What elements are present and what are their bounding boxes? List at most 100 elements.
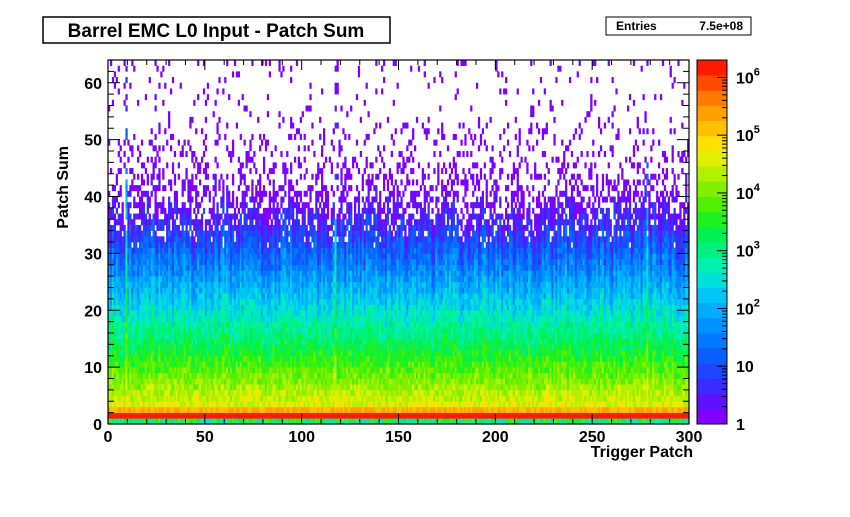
heatmap-cell <box>224 213 227 220</box>
heatmap-cell <box>133 418 136 425</box>
heatmap-cell <box>218 259 221 266</box>
heatmap-cell <box>127 230 130 237</box>
heatmap-cell <box>173 372 177 379</box>
heatmap-cell <box>228 418 231 425</box>
heatmap-cell <box>266 389 270 396</box>
heatmap-cell <box>233 418 237 425</box>
heatmap-cell <box>168 310 171 317</box>
heatmap-cell <box>251 264 254 271</box>
heatmap-cell <box>142 395 146 402</box>
heatmap-cell <box>230 287 233 294</box>
heatmap-cell <box>183 293 186 300</box>
heatmap-cell <box>321 173 324 180</box>
heatmap-cell <box>235 367 239 374</box>
heatmap-cell <box>280 361 283 368</box>
heatmap-cell <box>115 361 118 368</box>
heatmap-cell <box>313 304 316 311</box>
heatmap-cell <box>117 213 120 220</box>
heatmap-cell <box>239 259 242 266</box>
heatmap-cell <box>185 270 188 277</box>
heatmap-cell <box>231 293 235 300</box>
heatmap-cell <box>280 202 283 209</box>
heatmap-cell <box>204 224 208 231</box>
heatmap-cell <box>274 298 277 305</box>
heatmap-cell <box>138 372 142 379</box>
heatmap-cell <box>113 219 117 226</box>
heatmap-cell <box>121 367 124 374</box>
heatmap-cell <box>301 355 304 362</box>
heatmap-cell <box>324 156 328 163</box>
heatmap-cell <box>262 213 266 220</box>
heatmap-cell <box>278 276 281 283</box>
heatmap-cell <box>115 372 118 379</box>
heatmap-cell <box>239 367 242 374</box>
heatmap-cell <box>291 412 295 419</box>
heatmap-cell <box>274 338 277 345</box>
heatmap-cell <box>274 276 277 283</box>
heatmap-cell <box>230 355 233 362</box>
heatmap-cell <box>303 270 306 277</box>
heatmap-cell <box>117 190 120 197</box>
heatmap-cell <box>113 259 117 266</box>
heatmap-cell <box>251 327 254 334</box>
heatmap-cell <box>158 122 161 129</box>
heatmap-cell <box>228 230 231 237</box>
heatmap-cell <box>152 298 155 305</box>
heatmap-cell <box>162 168 165 175</box>
heatmap-cell <box>253 196 256 203</box>
heatmap-cell <box>144 276 148 283</box>
heatmap-cell <box>322 264 326 271</box>
heatmap-cell <box>121 344 124 351</box>
heatmap-cell <box>125 321 128 328</box>
heatmap-cell <box>286 247 289 254</box>
heatmap-cell <box>293 389 297 396</box>
heatmap-cell <box>307 253 310 260</box>
heatmap-cell <box>181 270 184 277</box>
heatmap-cell <box>220 287 223 294</box>
heatmap-cell <box>173 207 177 214</box>
heatmap-cell <box>162 333 165 339</box>
heatmap-cell <box>253 315 256 322</box>
heatmap-cell <box>233 247 237 254</box>
heatmap-cell <box>121 293 124 300</box>
heatmap-cell <box>286 259 289 266</box>
heatmap-cell <box>253 401 256 408</box>
heatmap-cell <box>307 338 310 345</box>
heatmap-cell <box>276 264 279 271</box>
heatmap-cell <box>131 253 134 260</box>
heatmap-cell <box>212 202 215 209</box>
heatmap-cell <box>305 304 308 311</box>
heatmap-cell <box>284 236 287 243</box>
heatmap-cell <box>127 315 130 322</box>
heatmap-cell <box>181 401 184 408</box>
heatmap-cell <box>200 384 204 391</box>
heatmap-cell <box>164 298 167 305</box>
heatmap-cell <box>164 350 167 357</box>
heatmap-cell <box>334 310 337 317</box>
heatmap-cell <box>183 236 186 243</box>
heatmap-cell <box>111 401 115 408</box>
heatmap-cell <box>125 418 128 425</box>
heatmap-cell <box>171 236 175 243</box>
heatmap-cell <box>121 378 124 385</box>
heatmap-cell <box>311 247 314 254</box>
heatmap-cell <box>123 242 126 248</box>
heatmap-cell <box>156 367 159 374</box>
heatmap-cell <box>150 156 153 163</box>
heatmap-cell <box>133 253 136 260</box>
heatmap-cell <box>108 236 111 243</box>
heatmap-cell <box>113 298 117 305</box>
heatmap-cell <box>131 276 134 283</box>
heatmap-cell <box>338 418 341 425</box>
heatmap-cell <box>195 338 198 345</box>
heatmap-cell <box>162 65 165 72</box>
heatmap-cell <box>280 355 283 362</box>
heatmap-cell <box>162 321 165 328</box>
heatmap-cell <box>199 327 202 334</box>
heatmap-cell <box>237 281 240 288</box>
heatmap-cell <box>336 310 339 317</box>
heatmap-cell <box>282 327 285 334</box>
heatmap-cell <box>162 99 165 106</box>
heatmap-cell <box>326 372 330 379</box>
heatmap-cell <box>241 173 244 180</box>
